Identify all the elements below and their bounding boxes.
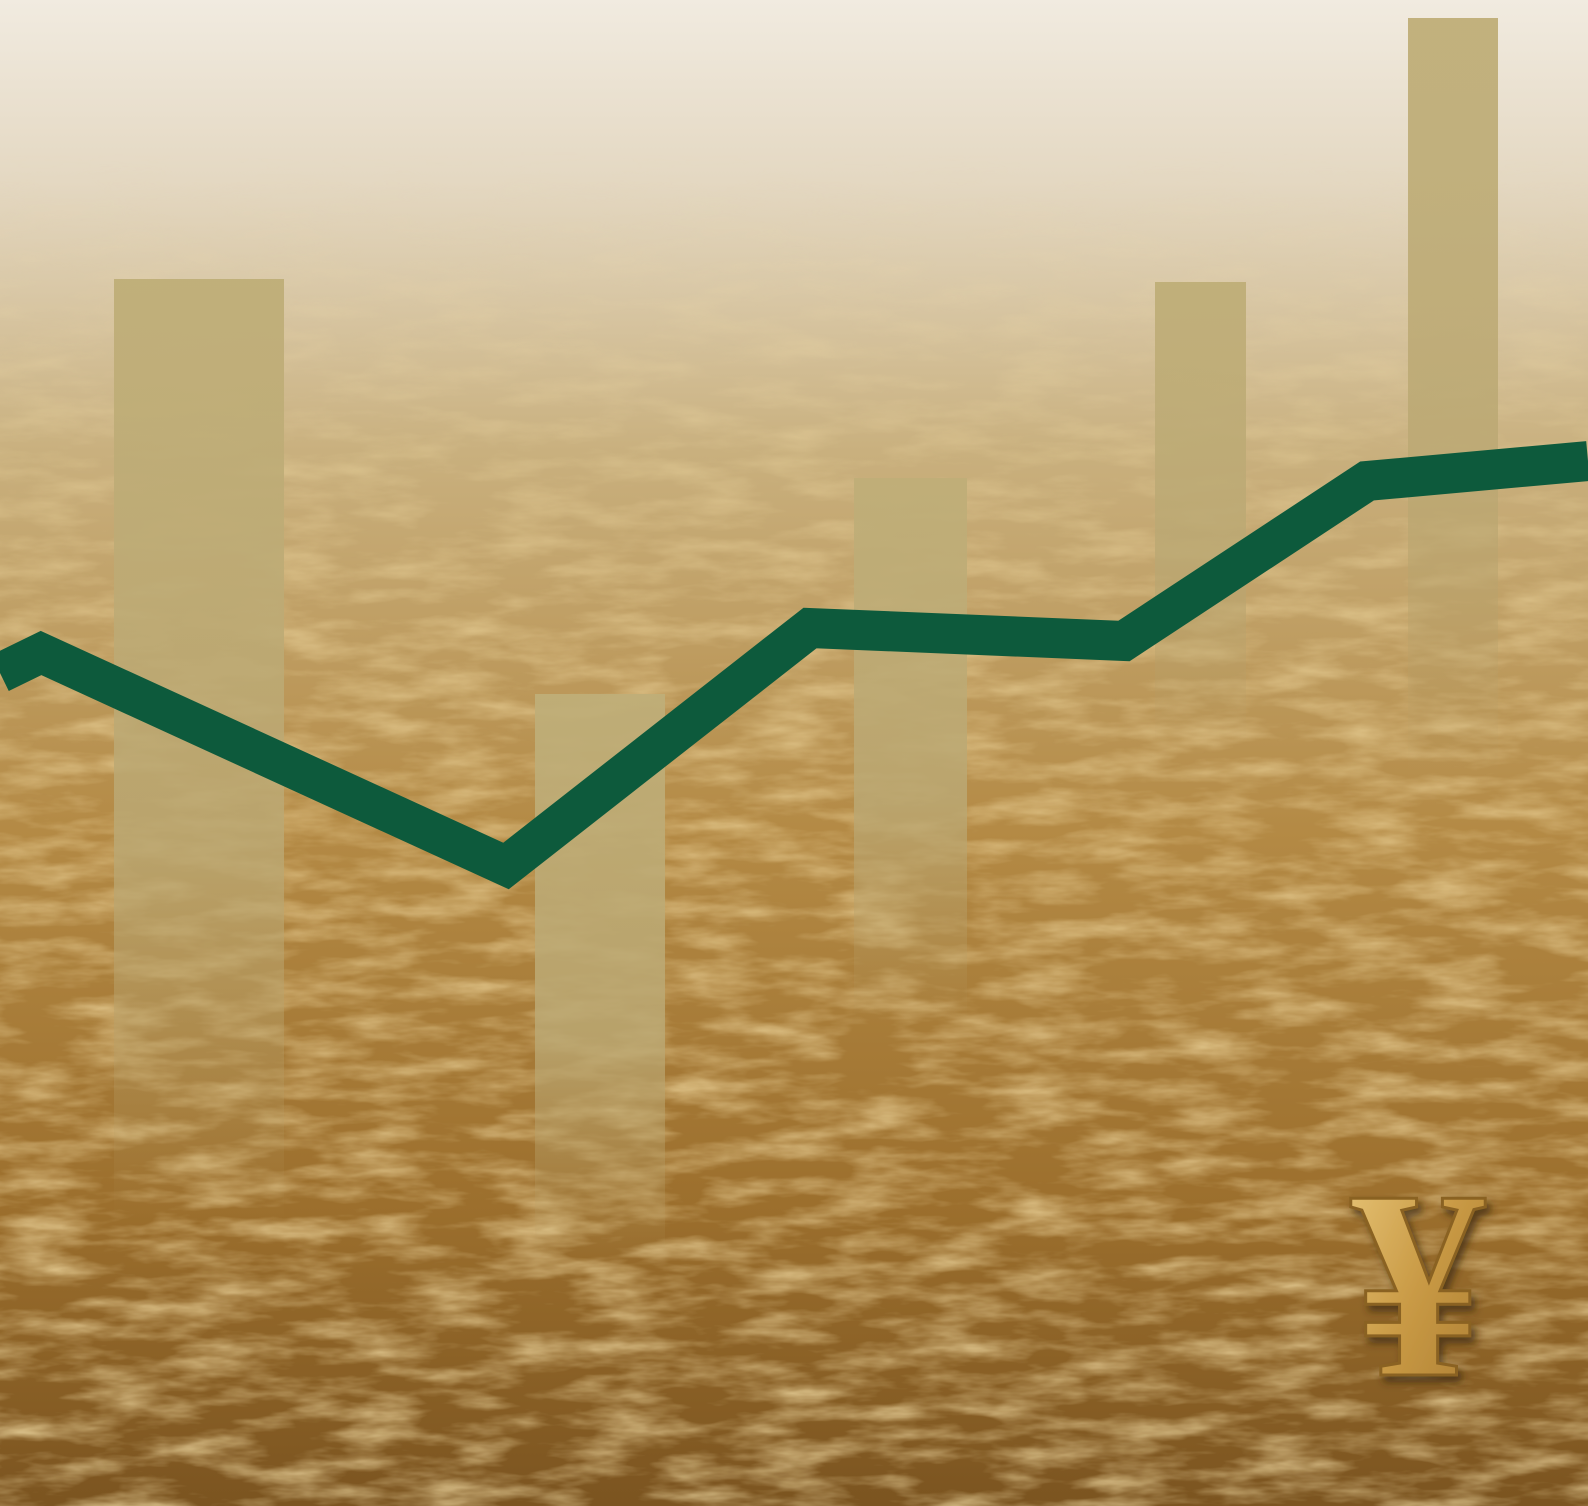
yen-symbol: ¥	[1351, 1135, 1486, 1434]
trend-line	[0, 441, 1588, 890]
bar	[1155, 282, 1246, 742]
bar	[1408, 18, 1498, 778]
bar	[854, 478, 967, 1023]
